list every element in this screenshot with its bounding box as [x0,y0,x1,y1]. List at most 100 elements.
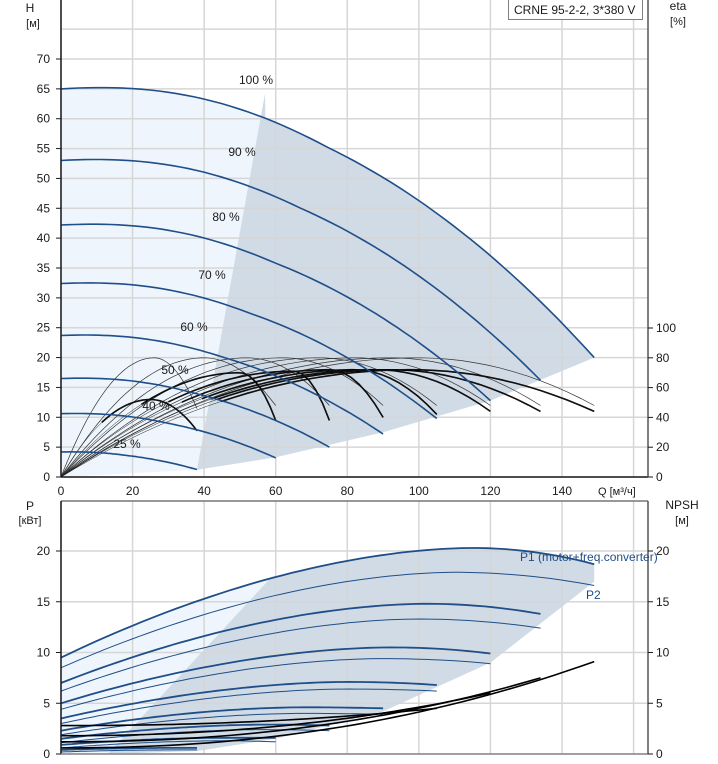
speed-label: 40 % [142,399,170,413]
y-tick-label: 0 [43,747,50,761]
head-curve [61,451,198,471]
speed-label: 80 % [212,210,240,224]
y-tick-label: 55 [37,142,51,156]
npsh-curve [61,692,491,737]
y2-tick-label: 60 [656,381,670,395]
y-tick-label: 30 [37,291,51,305]
bottom-curves [60,547,595,753]
p2-curve [60,712,384,736]
speed-label: 25 % [113,437,141,451]
p1-curve [60,602,541,684]
eta-curve [60,357,330,478]
p2-curve [60,688,437,724]
eta-curve [60,357,438,478]
y2-tick-label: 15 [656,595,670,609]
top-curves: 100 % 90 % 80 % 70 % 60 % 50 % 40 % 25 % [60,73,595,478]
bottom-y-axis-unit: [кВт] [19,515,42,527]
y-tick-label: 15 [37,380,51,394]
text-layer: H [м] eta [%] Q [м³/ч] P [кВт] NPSH [м] … [19,0,699,602]
top-axes: 0 5 10 15 20 25 30 35 40 45 50 55 60 65 70 0 20 40 60 80 100… [37,0,676,498]
y-tick-label: 10 [37,410,51,424]
eta-combined-thin [60,369,541,478]
p2-curve [60,740,276,749]
head-curve [60,282,438,420]
head-curve [60,412,277,459]
bottom-y2-axis-unit: [м] [675,515,689,527]
eta-curve [60,357,541,478]
npsh-curve [61,660,595,749]
speed-label: 70 % [198,268,226,282]
y-tick-label: 20 [37,351,51,365]
y-tick-label: 40 [37,231,51,245]
bottom-y2-axis-label: NPSH [665,498,698,512]
chart-title: CRNE 95-2-2, 3*380 V [508,0,643,20]
y-tick-label: 25 [37,321,51,335]
eta-combined-thin [60,369,437,478]
y2-tick-label: 5 [656,696,663,710]
eta-curve [60,357,276,478]
eta-curve [60,357,198,478]
x-tick-label: 0 [58,484,65,498]
p1-curve [60,680,437,720]
head-curve [60,334,384,435]
p1-curve [60,547,595,659]
eta-combined-thin [60,370,330,478]
y-tick-label: 5 [43,440,50,454]
y2-tick-label: 100 [656,321,676,335]
p1-curve [60,723,330,740]
y-tick-label: 35 [37,261,51,275]
y2-tick-label: 10 [656,646,670,660]
y-tick-label: 5 [43,696,50,710]
head-curve [60,377,330,448]
x-tick-label: 20 [126,484,140,498]
eta-combined-thin [60,369,491,478]
bottom-axes: 0 5 10 15 20 0 5 10 15 20 [37,500,670,761]
head-curve [60,223,491,402]
speed-label: 50 % [161,363,189,377]
y2-tick-label: 20 [656,440,670,454]
speed-label: 90 % [228,145,256,159]
top-y2-axis-label: eta [670,0,687,13]
y-tick-label: 65 [37,82,51,96]
y2-tick-label: 20 [656,544,670,558]
top-y2-axis-unit: [%] [670,16,686,28]
y2-tick-label: 0 [656,747,663,761]
eta-curve [60,357,384,478]
y-tick-label: 45 [37,201,51,215]
x-tick-label: 40 [197,484,211,498]
y-tick-label: 60 [37,112,51,126]
p2-curve [60,571,595,669]
eta-combined-thin [60,372,276,478]
y2-tick-label: 0 [656,470,663,484]
speed-label: 100 % [239,73,273,87]
head-curve [60,158,542,381]
p2-curve [60,749,197,753]
p2-legend-label: P2 [586,588,601,602]
eta-curve [60,357,491,478]
y-tick-label: 70 [37,52,51,66]
y-tick-label: 20 [37,544,51,558]
x-axis-label: Q [м³/ч] [598,486,636,498]
speed-label: 60 % [180,320,208,334]
p1-curve [60,646,491,705]
eta-combined-thin [60,369,595,478]
y-tick-label: 15 [37,595,51,609]
x-tick-label: 60 [269,484,283,498]
top-y-axis-label: H [26,1,35,15]
x-tick-label: 80 [341,484,355,498]
p1-legend-label: P1 (motor+freq.converter) [520,550,658,564]
y-tick-label: 10 [37,646,51,660]
head-curve [60,86,595,359]
y-tick-label: 0 [43,470,50,484]
y2-tick-label: 40 [656,410,670,424]
top-y-axis-unit: [м] [26,18,40,30]
p2-curve [60,618,541,692]
x-tick-label: 140 [552,484,572,498]
p1-curve [60,706,384,732]
x-tick-label: 100 [409,484,429,498]
x-tick-label: 120 [480,484,500,498]
region-dark [197,93,595,470]
p2-curve [60,658,491,710]
y-tick-label: 50 [37,171,51,185]
